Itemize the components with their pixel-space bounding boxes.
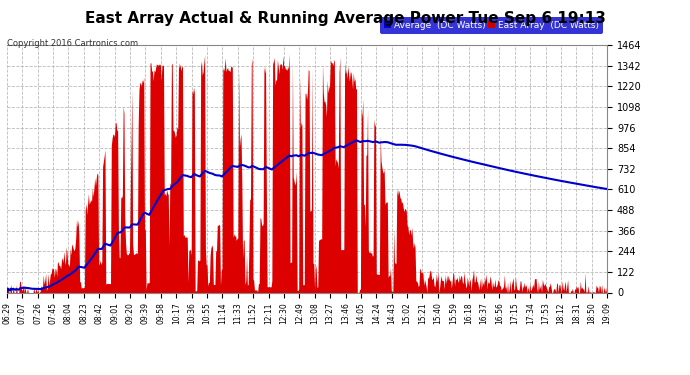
Text: Copyright 2016 Cartronics.com: Copyright 2016 Cartronics.com xyxy=(7,39,138,48)
Legend: Average  (DC Watts), East Array  (DC Watts): Average (DC Watts), East Array (DC Watts… xyxy=(380,17,602,33)
Text: East Array Actual & Running Average Power Tue Sep 6 19:13: East Array Actual & Running Average Powe… xyxy=(85,11,605,26)
